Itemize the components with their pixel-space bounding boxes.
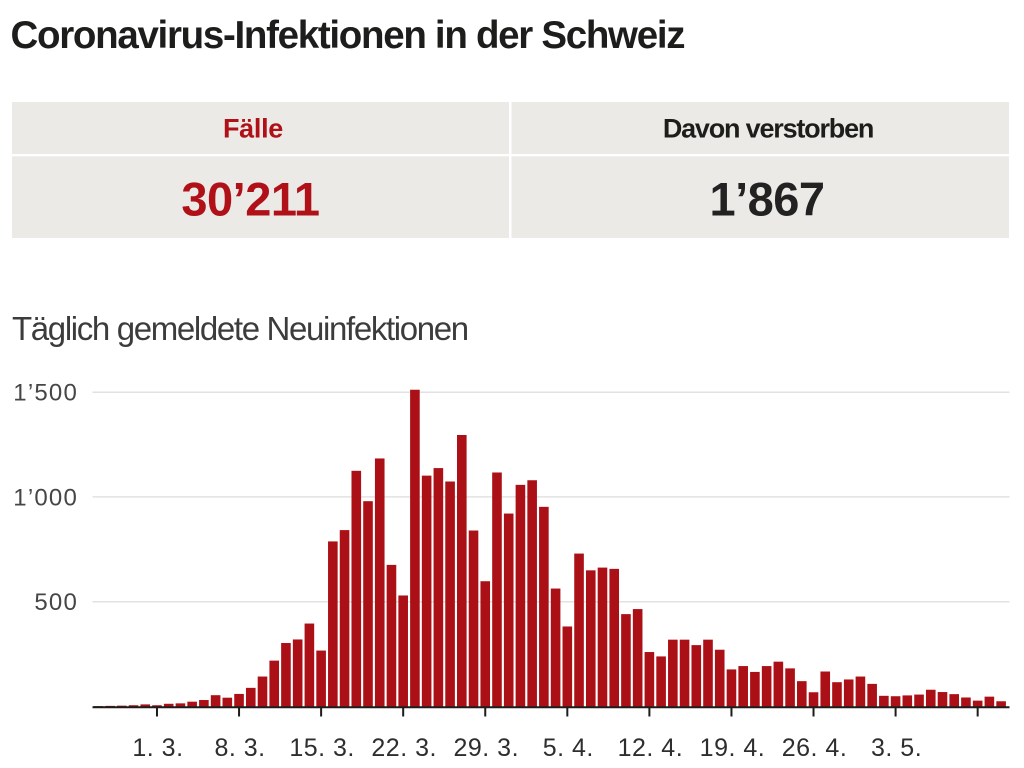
svg-text:12. 4.: 12. 4.: [618, 734, 684, 762]
svg-text:Davon verstorben: Davon verstorben: [663, 114, 873, 144]
svg-text:1’000: 1’000: [13, 484, 78, 511]
svg-text:26. 4.: 26. 4.: [782, 734, 848, 762]
svg-text:22. 3.: 22. 3.: [371, 734, 437, 762]
svg-text:500: 500: [34, 589, 78, 616]
svg-text:Coronavirus-Infektionen in der: Coronavirus-Infektionen in der Schweiz: [11, 14, 685, 57]
svg-text:30’211: 30’211: [181, 173, 319, 226]
svg-text:29. 3.: 29. 3.: [453, 734, 519, 762]
svg-text:Täglich gemeldete Neuinfektion: Täglich gemeldete Neuinfektionen: [12, 310, 468, 347]
svg-text:19. 4.: 19. 4.: [700, 734, 766, 762]
svg-text:1’867: 1’867: [709, 173, 824, 226]
svg-text:1. 3.: 1. 3.: [132, 734, 183, 762]
svg-text:8. 3.: 8. 3.: [214, 734, 265, 762]
svg-text:5. 4.: 5. 4.: [543, 734, 594, 762]
svg-text:15. 3.: 15. 3.: [289, 734, 355, 762]
svg-text:Fälle: Fälle: [223, 114, 283, 144]
svg-text:3. 5.: 3. 5.: [871, 734, 922, 762]
svg-text:1’500: 1’500: [13, 380, 78, 407]
